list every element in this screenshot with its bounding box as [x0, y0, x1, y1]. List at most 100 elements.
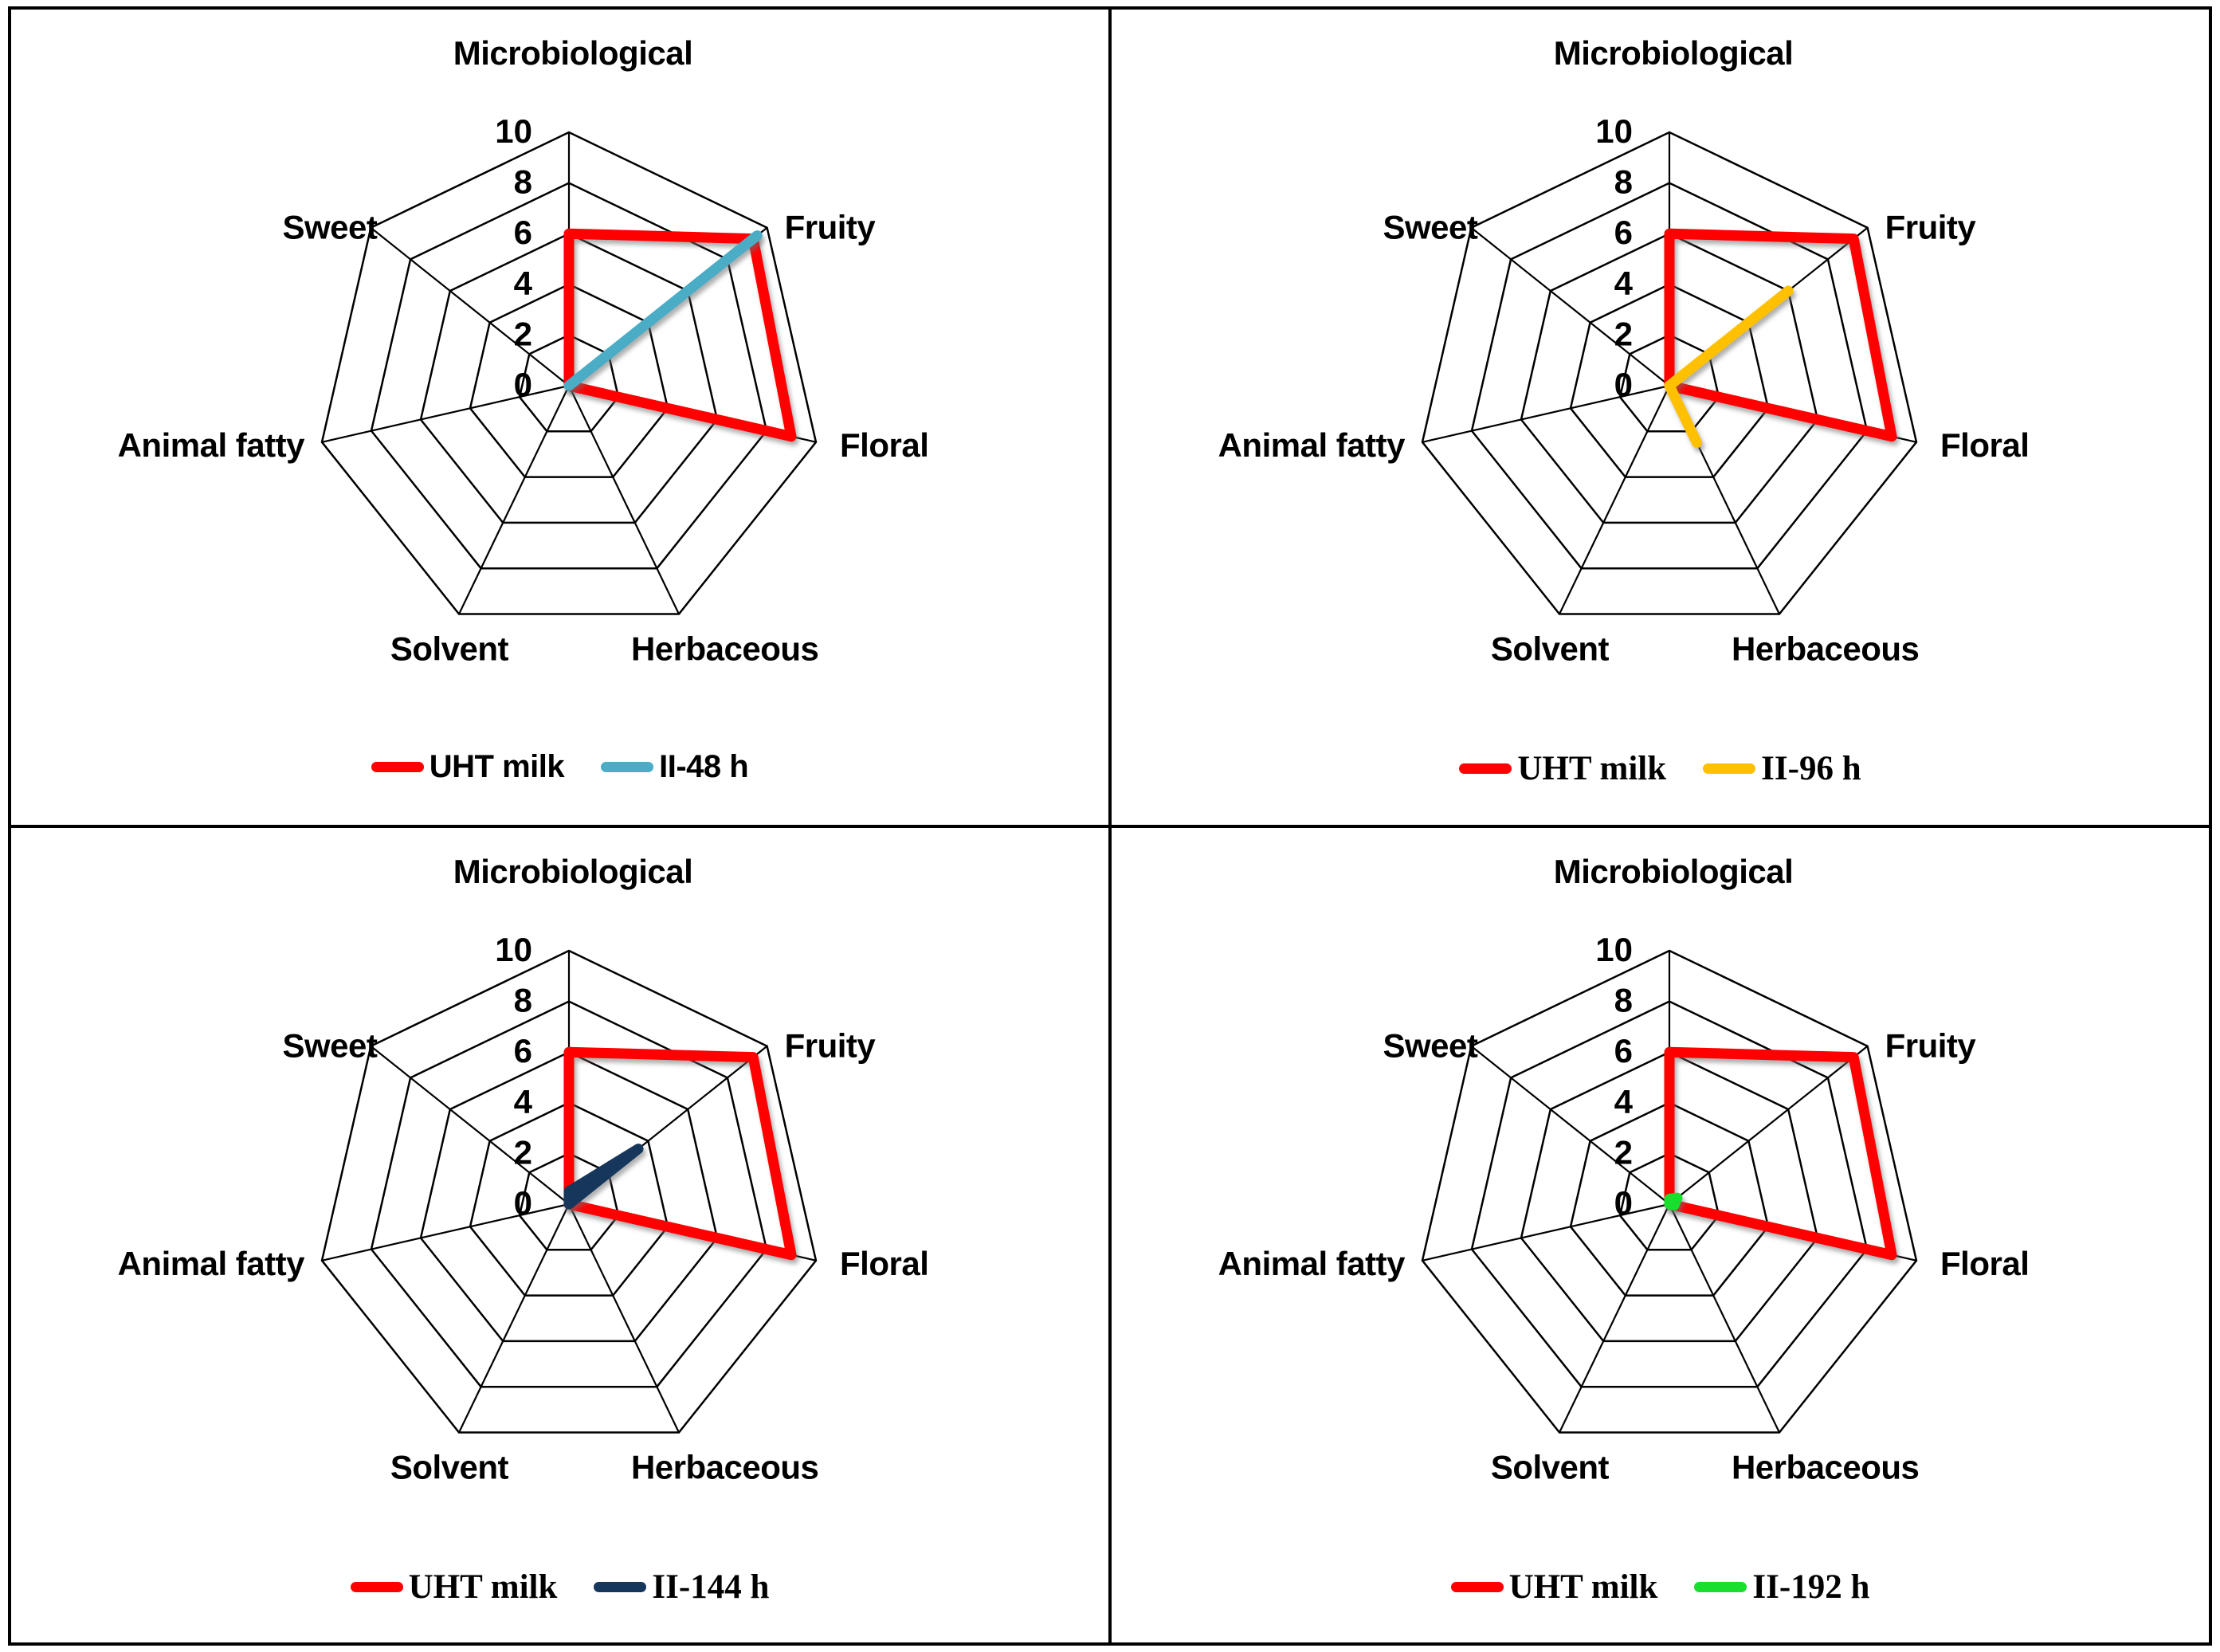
legend-label: II-48 h [659, 749, 749, 784]
axis-label-fruity: Fruity [785, 209, 877, 246]
radial-tick-label: 4 [514, 1082, 533, 1120]
series-polygon-ii-192-h [1664, 1192, 1683, 1211]
radial-tick-label: 2 [1614, 315, 1633, 352]
axis-spoke [1470, 1045, 1670, 1205]
grid-ring [370, 999, 768, 1387]
radial-tick-label: 0 [1614, 1184, 1633, 1222]
axis-label-solvent: Solvent [390, 630, 509, 668]
radar-chart: 0 2 4 6 8 10 Microbiological Fruity Floral Herbac… [1112, 10, 2209, 825]
legend-swatch-line [1703, 763, 1756, 774]
axis-label-animal-fatty: Animal fatty [118, 426, 306, 464]
legend: UHT milk II-48 h [11, 749, 1108, 785]
legend-swatch-line [594, 1581, 647, 1592]
axis-spoke [1669, 1045, 1869, 1205]
legend-entry-uht-milk: UHT milk [371, 749, 565, 785]
grid-ring [419, 1050, 719, 1342]
series-polygon-uht-milk [563, 1046, 797, 1260]
axis-label-floral: Floral [1940, 1244, 2029, 1281]
axis-spoke [1422, 384, 1670, 443]
axis-spoke [1669, 1203, 1780, 1433]
radial-tick-label: 6 [514, 1032, 532, 1069]
legend-entry-ii-192h: II-192 h [1694, 1568, 1869, 1607]
axis-label-herbaceous: Herbaceous [1732, 1448, 1919, 1485]
radial-tick-label: 6 [1614, 1032, 1633, 1069]
radial-tick-label: 8 [1614, 163, 1633, 201]
grid-ring [1421, 131, 1918, 615]
axis-label-herbaceous: Herbaceous [1732, 630, 1919, 668]
grid-ring [370, 182, 768, 570]
legend-label: II-144 h [652, 1568, 770, 1606]
legend-entry-uht-milk: UHT milk [1459, 749, 1666, 788]
axis-spoke [1422, 1203, 1670, 1262]
legend-swatch-line [601, 762, 654, 772]
radar-panel-ii-144h: 0 2 4 6 8 10 Microbiological Fruity Floral Herbac… [10, 826, 1110, 1644]
radial-tick-label: 8 [1614, 981, 1633, 1018]
radar-panel-ii-48h: 0 2 4 6 8 10 Microbiological Fruity Floral Herbac… [10, 8, 1110, 826]
series-polygon-uht-milk [1664, 228, 1897, 442]
axis-label-solvent: Solvent [390, 1448, 509, 1485]
legend-entry-ii-96h: II-96 h [1703, 749, 1861, 788]
axis-label-microbiological: Microbiological [453, 853, 693, 890]
grid-ring [1421, 949, 1918, 1434]
legend-label: II-96 h [1761, 750, 1861, 787]
grid-ring [469, 1101, 669, 1297]
axis-label-floral: Floral [840, 426, 928, 464]
grid-ring [518, 334, 620, 433]
radar-panel-ii-96h: 0 2 4 6 8 10 Microbiological Fruity Floral Herbac… [1110, 8, 2210, 826]
radial-tick-label: 6 [1614, 214, 1633, 251]
grid-ring [1618, 334, 1720, 433]
axis-label-fruity: Fruity [1885, 209, 1977, 246]
legend-swatch-line [371, 762, 424, 772]
radial-tick-label: 6 [514, 214, 532, 251]
axis-label-herbaceous: Herbaceous [631, 1448, 818, 1485]
axis-spoke [370, 1045, 570, 1205]
legend: UHT milk II-144 h [11, 1568, 1108, 1607]
axis-spoke [321, 384, 570, 443]
grid-ring [1470, 182, 1869, 570]
legend-label: UHT milk [429, 749, 565, 784]
legend-entry-ii-144h: II-144 h [594, 1568, 769, 1607]
axis-label-animal-fatty: Animal fatty [118, 1244, 306, 1281]
radial-tick-label: 8 [514, 163, 532, 201]
legend-label: UHT milk [408, 1568, 558, 1606]
axis-spoke [458, 1203, 570, 1433]
radial-tick-label: 10 [1595, 931, 1633, 968]
legend-swatch-line [1694, 1581, 1747, 1592]
radial-tick-label: 0 [514, 366, 532, 403]
axis-label-fruity: Fruity [785, 1026, 877, 1064]
charts-grid: 0 2 4 6 8 10 Microbiological Fruity Floral Herbac… [8, 6, 2212, 1646]
grid-ring [1470, 999, 1869, 1387]
grid-ring [1618, 1152, 1720, 1251]
radial-tick-label: 2 [514, 1133, 532, 1171]
legend-swatch-line [1450, 1581, 1504, 1592]
grid-ring [419, 232, 719, 524]
legend-entry-ii-48h: II-48 h [601, 749, 749, 785]
radar-chart-svg: 0 2 4 6 8 10 Microbiological Fruity Floral Herbac… [118, 853, 929, 1486]
radial-tick-label: 10 [495, 931, 532, 968]
axis-label-herbaceous: Herbaceous [631, 630, 818, 668]
axis-label-sweet: Sweet [1383, 1026, 1477, 1064]
axis-label-microbiological: Microbiological [453, 34, 693, 72]
legend: UHT milk II-96 h [1112, 749, 2209, 788]
axis-label-floral: Floral [1940, 426, 2029, 464]
axis-label-microbiological: Microbiological [1554, 34, 1794, 72]
legend: UHT milk II-192 h [1112, 1568, 2209, 1607]
legend-swatch-line [350, 1581, 403, 1592]
axis-spoke [321, 1203, 570, 1262]
grid-ring [320, 949, 818, 1434]
axis-spoke [1559, 385, 1670, 614]
grid-ring [1520, 1050, 1819, 1342]
axis-label-animal-fatty: Animal fatty [1218, 1244, 1406, 1281]
axis-spoke [458, 385, 570, 614]
axis-label-solvent: Solvent [1491, 1448, 1610, 1485]
radial-tick-label: 2 [1614, 1133, 1633, 1171]
axis-label-microbiological: Microbiological [1554, 853, 1794, 890]
radial-tick-label: 2 [514, 315, 532, 352]
radial-tick-label: 0 [514, 1184, 532, 1222]
axis-spoke [568, 385, 680, 614]
legend-entry-uht-milk: UHT milk [350, 1568, 558, 1607]
legend-label: UHT milk [1517, 750, 1667, 787]
grid-ring [1569, 283, 1770, 478]
series-polygon-uht-milk [563, 228, 797, 442]
